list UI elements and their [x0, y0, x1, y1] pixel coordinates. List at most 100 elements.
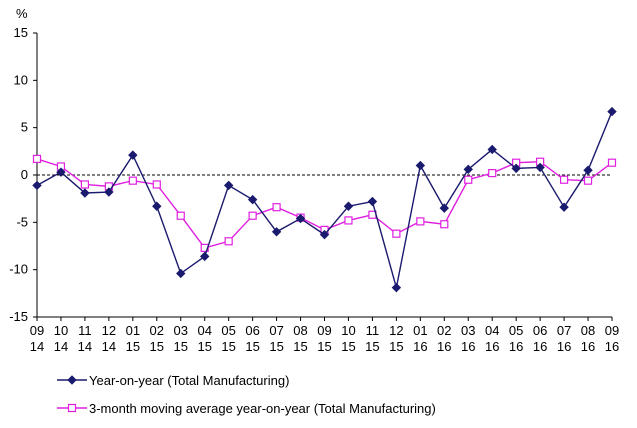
x-tick-month: 07 — [557, 323, 571, 338]
data-point — [607, 106, 617, 117]
x-tick-year: 15 — [245, 339, 259, 354]
x-tick-month: 09 — [30, 323, 44, 338]
data-point — [415, 160, 426, 171]
x-tick-year: 15 — [174, 339, 188, 354]
legend-label: 3-month moving average year-on-year (Tot… — [89, 401, 436, 416]
legend-label: Year-on-year (Total Manufacturing) — [89, 373, 289, 388]
y-tick-label: -10 — [9, 262, 28, 277]
x-tick-year: 14 — [30, 339, 44, 354]
data-point — [104, 187, 114, 197]
series-line — [36, 111, 613, 288]
x-tick-labels: 0914101411141214011502150315041505150615… — [30, 323, 619, 354]
data-point — [271, 227, 282, 237]
x-tick-year: 15 — [197, 339, 211, 354]
x-tick-year: 15 — [221, 339, 235, 354]
x-tick-year: 15 — [389, 339, 403, 354]
data-point — [247, 194, 258, 205]
x-tick-month: 04 — [485, 323, 499, 338]
y-tick-label: 0 — [21, 167, 28, 182]
data-point — [152, 180, 161, 189]
data-point — [367, 196, 378, 207]
x-tick-year: 15 — [150, 339, 164, 354]
legend-marker — [67, 403, 77, 413]
data-point — [343, 201, 354, 211]
data-point — [391, 282, 402, 293]
data-point — [583, 165, 593, 175]
y-tick-label: -5 — [16, 214, 28, 229]
x-tick-month: 02 — [150, 323, 164, 338]
x-tick-month: 01 — [413, 323, 427, 338]
data-point — [128, 150, 138, 160]
data-point — [80, 180, 90, 189]
data-point — [56, 167, 66, 177]
x-tick-month: 10 — [54, 323, 68, 338]
x-tick-month: 09 — [317, 323, 331, 338]
x-tick-year: 15 — [293, 339, 307, 354]
x-tick-year: 14 — [54, 339, 68, 354]
legend: Year-on-year (Total Manufacturing) 3-mont… — [57, 373, 436, 416]
data-point — [487, 144, 497, 155]
x-tick-year: 16 — [557, 339, 571, 354]
x-tick-month: 02 — [437, 323, 451, 338]
x-tick-month: 05 — [509, 323, 523, 338]
data-point — [344, 216, 353, 225]
x-tick-month: 04 — [197, 323, 211, 338]
y-tick-label: 5 — [21, 120, 28, 135]
y-tick-label: -15 — [9, 309, 28, 324]
x-tick-month: 08 — [293, 323, 307, 338]
data-point — [440, 220, 449, 229]
data-point — [176, 211, 185, 220]
x-tick-month: 03 — [461, 323, 475, 338]
x-tick-year: 16 — [461, 339, 475, 354]
data-point — [248, 211, 257, 220]
data-point — [176, 268, 186, 279]
y-tick-label: 15 — [14, 25, 28, 40]
x-tick-month: 01 — [126, 323, 140, 338]
series-layer — [32, 106, 617, 293]
x-tick-year: 15 — [341, 339, 355, 354]
data-point — [295, 213, 306, 224]
x-tick-month: 06 — [245, 323, 259, 338]
x-tick-year: 16 — [509, 339, 523, 354]
x-tick-year: 14 — [78, 339, 92, 354]
y-axis-label: % — [16, 6, 28, 21]
x-tick-year: 15 — [317, 339, 331, 354]
data-point — [200, 251, 210, 262]
x-tick-year: 15 — [269, 339, 283, 354]
data-point — [607, 158, 617, 167]
x-tick-year: 16 — [533, 339, 547, 354]
data-point — [32, 154, 42, 164]
x-tick-month: 12 — [102, 323, 116, 338]
data-point — [272, 203, 281, 212]
x-tick-month: 07 — [269, 323, 283, 338]
x-tick-month: 06 — [533, 323, 547, 338]
x-tick-month: 11 — [366, 323, 380, 338]
x-tick-year: 15 — [365, 339, 379, 354]
data-point — [80, 188, 90, 198]
x-tick-year: 15 — [126, 339, 140, 354]
x-tick-year: 16 — [581, 339, 595, 354]
data-point — [463, 164, 473, 175]
data-point — [535, 162, 545, 173]
x-tick-month: 03 — [174, 323, 188, 338]
legend-marker — [67, 375, 77, 385]
x-tick-year: 14 — [102, 339, 116, 354]
x-tick-month: 11 — [78, 323, 92, 338]
data-point — [511, 163, 521, 174]
data-point — [464, 175, 473, 184]
x-tick-month: 09 — [605, 323, 619, 338]
data-point — [439, 203, 449, 213]
x-tick-month: 08 — [581, 323, 595, 338]
data-point — [128, 176, 137, 185]
data-point — [152, 201, 162, 211]
y-tick-label: 10 — [14, 72, 28, 87]
data-point — [488, 169, 497, 178]
data-point — [223, 180, 234, 191]
data-point — [583, 176, 593, 185]
x-tick-year: 16 — [485, 339, 499, 354]
data-point — [559, 175, 569, 184]
x-tick-year: 16 — [437, 339, 451, 354]
y-tick-labels: 15 10 5 0 -5 -10 -15 — [9, 25, 28, 324]
x-tick-year: 16 — [413, 339, 427, 354]
